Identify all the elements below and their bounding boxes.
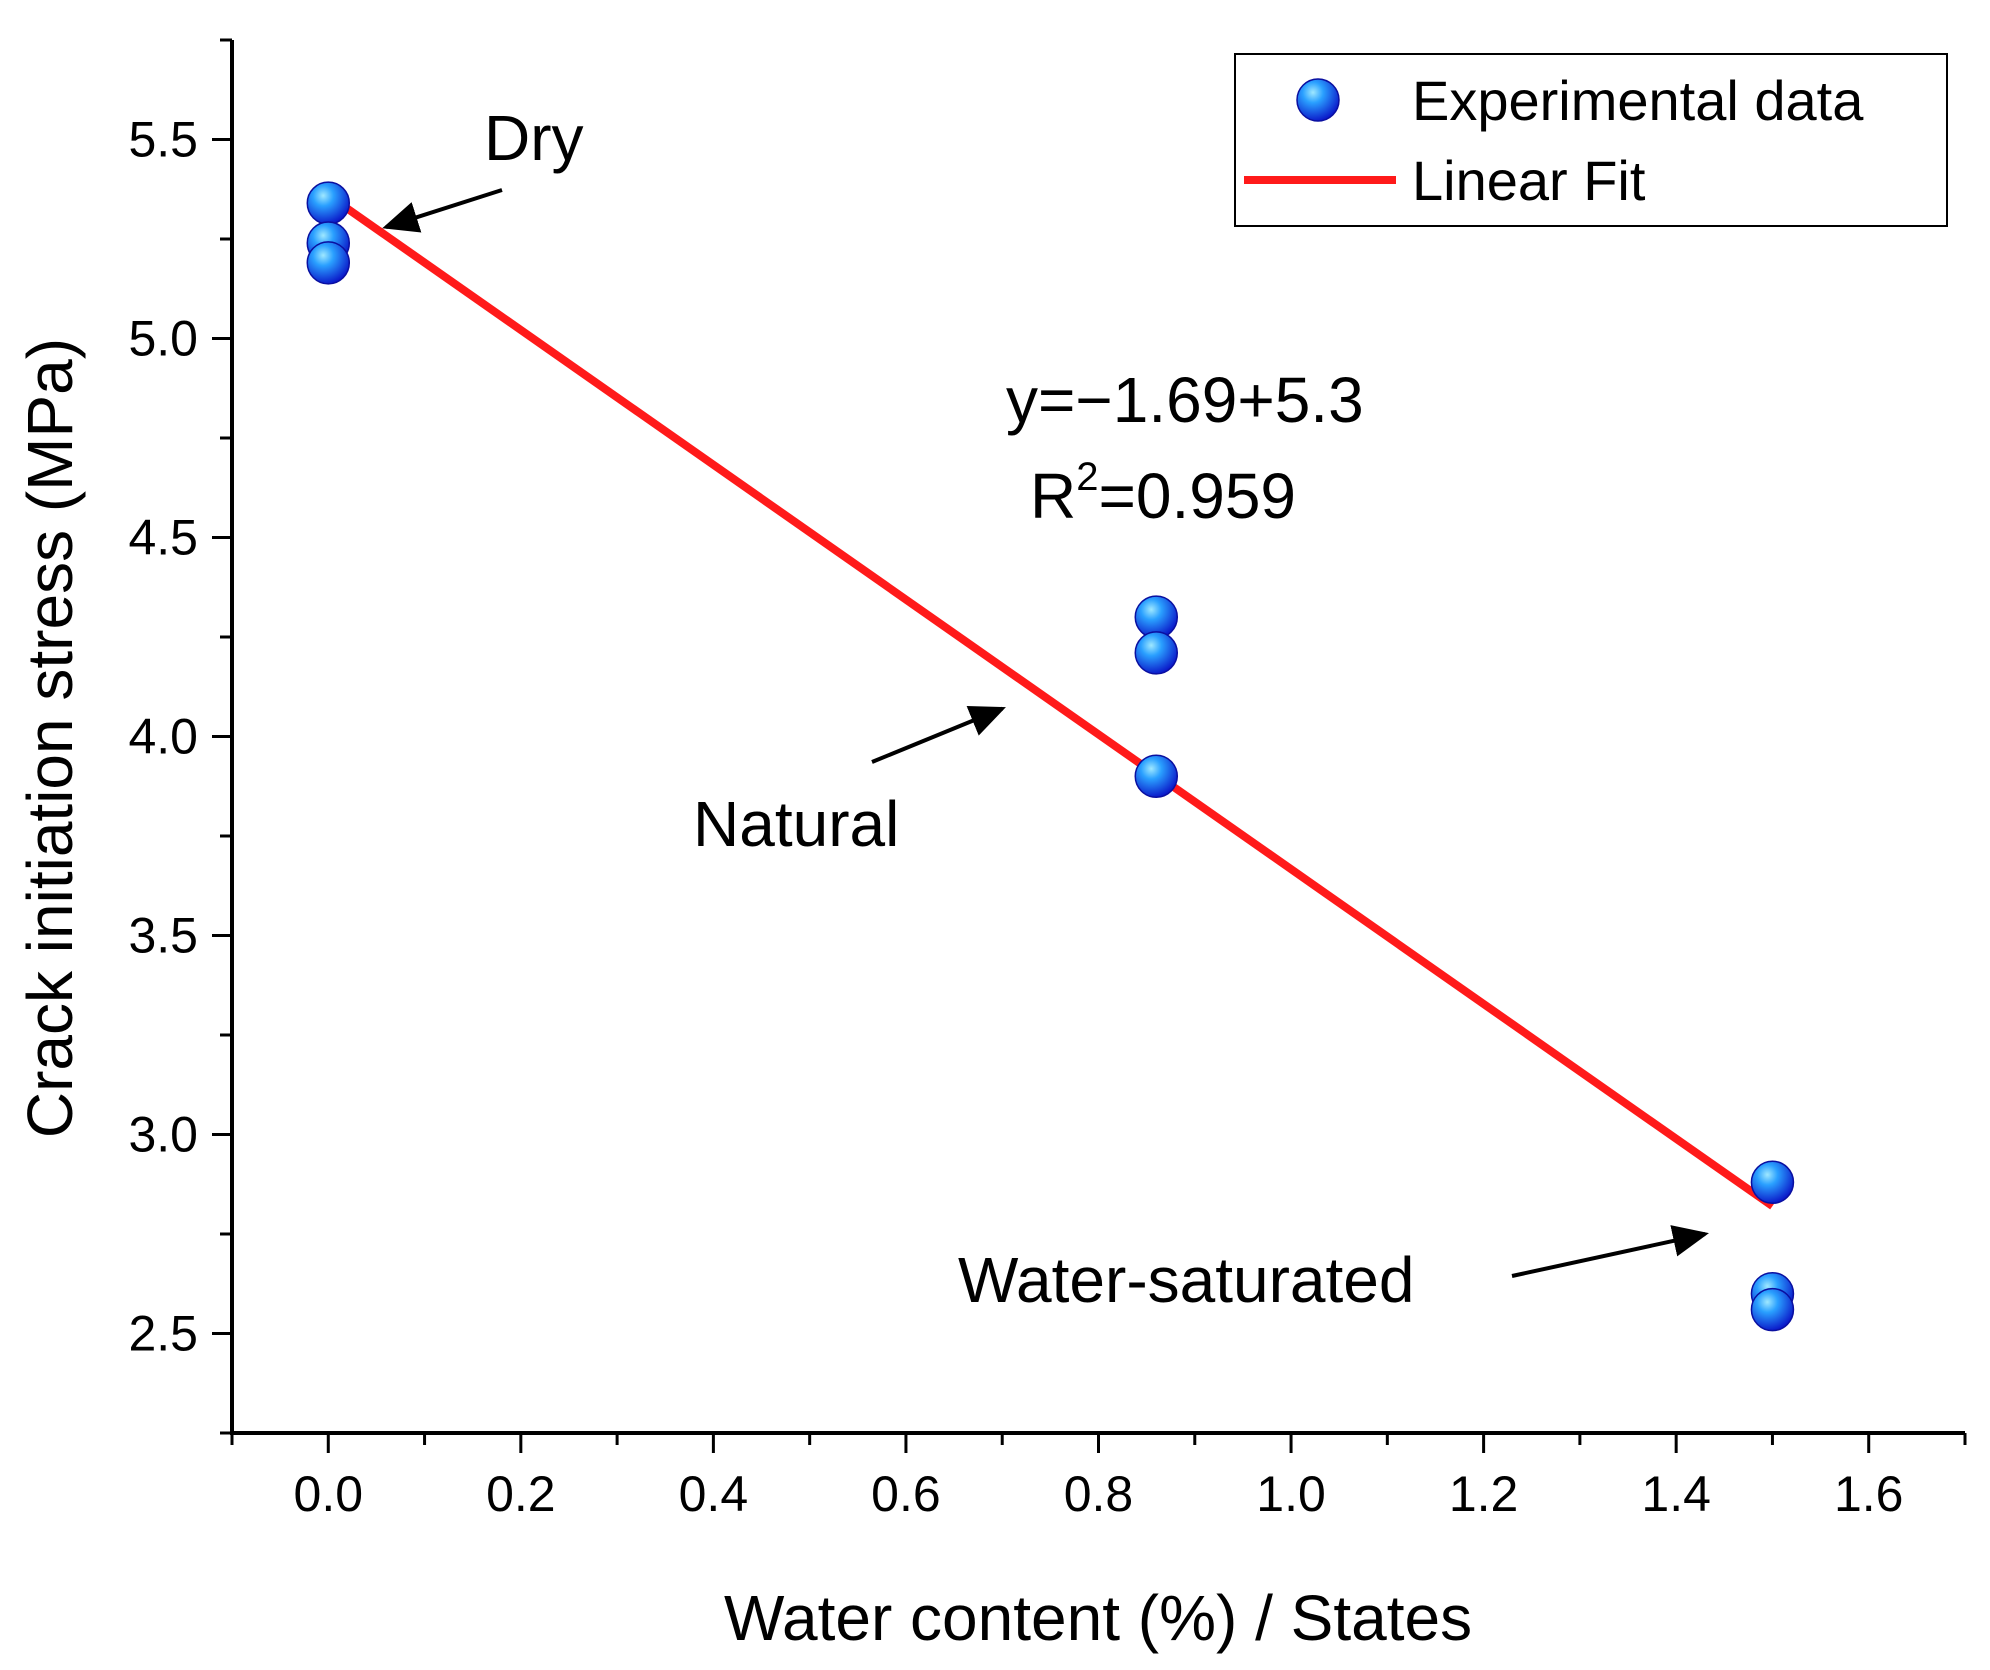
- data-points-layer: [306, 181, 1795, 1332]
- x-tick-label: 1.6: [1834, 1466, 1904, 1522]
- x-tick-label: 0.2: [486, 1466, 556, 1522]
- y-tick-label: 2.5: [128, 1306, 198, 1362]
- data-point: [306, 241, 351, 285]
- y-tick-label: 3.0: [128, 1107, 198, 1163]
- legend-label-linear-fit: Linear Fit: [1412, 149, 1646, 212]
- y-axis-title: Crack initiation stress (MPa): [14, 338, 86, 1138]
- y-tick-label: 5.5: [128, 112, 198, 168]
- linear-fit-layer: [325, 191, 1775, 1210]
- x-tick-label: 0.6: [871, 1466, 941, 1522]
- y-axis-ticks: 2.5 3.0 3.5 4.0 4.5 5.0 5.5: [128, 38, 232, 1435]
- x-tick-label: 0.0: [294, 1466, 364, 1522]
- natural-label: Natural: [693, 788, 899, 860]
- y-tick-label: 4.5: [128, 510, 198, 566]
- legend: Experimental data Linear Fit: [1234, 53, 1948, 227]
- x-tick-label: 1.2: [1449, 1466, 1519, 1522]
- fit-equation: y=−1.69+5.3: [1006, 364, 1364, 436]
- r-squared-value: =0.959: [1098, 460, 1296, 532]
- r-squared: R2=0.959: [1030, 455, 1296, 532]
- data-point: [1750, 1160, 1795, 1205]
- dry-label: Dry: [484, 102, 584, 174]
- water-saturated-arrow: [1511, 1225, 1709, 1278]
- data-point: [306, 181, 351, 225]
- legend-label-experimental: Experimental data: [1412, 69, 1864, 132]
- x-tick-label: 0.4: [679, 1466, 749, 1522]
- x-axis-title: Water content (%) / States: [724, 1582, 1472, 1654]
- y-tick-label: 4.0: [128, 709, 198, 765]
- x-tick-label: 0.8: [1064, 1466, 1134, 1522]
- x-tick-label: 1.4: [1641, 1466, 1711, 1522]
- annotations: Dry Natural Water-saturated: [382, 102, 1709, 1316]
- linear-fit-line: [325, 191, 1775, 1210]
- data-point: [1750, 1287, 1795, 1332]
- legend-marker-experimental: [1296, 78, 1340, 122]
- y-tick-label: 3.5: [128, 908, 198, 964]
- x-axis-ticks: 0.0 0.2 0.4 0.6 0.8 1.0 1.2 1.4 1.6: [230, 1433, 1967, 1522]
- r-squared-prefix: R: [1030, 460, 1076, 532]
- water-saturated-label: Water-saturated: [958, 1244, 1414, 1316]
- data-point: [1134, 631, 1179, 675]
- r-squared-superscript: 2: [1076, 455, 1098, 499]
- dry-arrow: [382, 188, 503, 233]
- data-point: [1134, 754, 1179, 799]
- y-tick-label: 5.0: [128, 311, 198, 367]
- natural-arrow: [871, 705, 1006, 764]
- legend-box: [1234, 53, 1948, 227]
- x-tick-label: 1.0: [1256, 1466, 1326, 1522]
